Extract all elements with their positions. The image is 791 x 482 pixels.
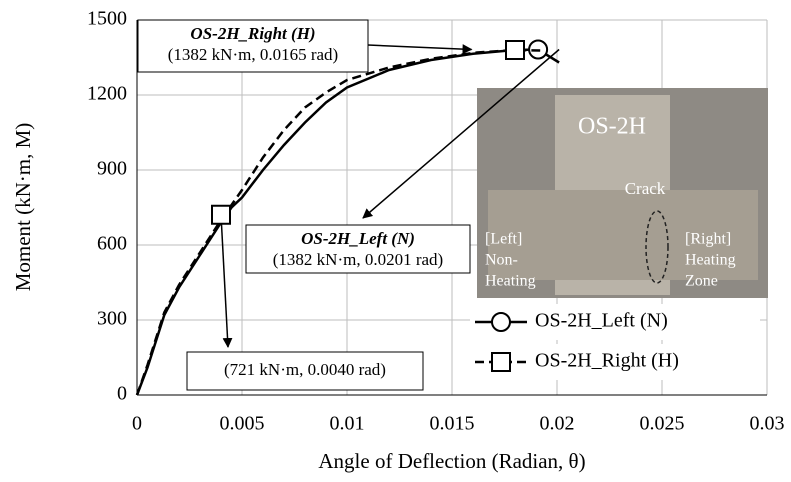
y-tick-label: 900 xyxy=(97,158,127,180)
annotation-title: OS-2H_Right (H) xyxy=(190,24,315,43)
photo-title: OS-2H xyxy=(578,114,646,140)
annotation-text: (1382 kN·m, 0.0201 rad) xyxy=(273,250,443,269)
y-tick-label: 1500 xyxy=(87,8,127,30)
y-tick-label: 1200 xyxy=(87,83,127,105)
photo-left-label: [Left] xyxy=(485,231,522,248)
photo-right-label: Heating xyxy=(685,252,736,269)
annotation-box xyxy=(245,224,471,274)
legend-label: OS-2H_Left (N) xyxy=(535,310,668,332)
annotation-box xyxy=(186,351,424,391)
annotation-box xyxy=(137,19,369,73)
y-tick-label: 600 xyxy=(97,233,127,255)
x-tick-label: 0.03 xyxy=(750,413,785,435)
photo-crack-label: Crack xyxy=(625,179,666,198)
annotation-arrow xyxy=(362,48,560,219)
y-tick-label: 300 xyxy=(97,308,127,330)
marker xyxy=(211,204,231,225)
x-tick-label: 0.025 xyxy=(640,413,685,435)
photo-right-label: [Right] xyxy=(685,231,731,248)
x-tick-label: 0.01 xyxy=(330,413,365,435)
x-tick-label: 0.005 xyxy=(220,413,265,435)
y-tick-label: 0 xyxy=(117,383,127,405)
marker xyxy=(491,352,511,372)
marker xyxy=(505,40,525,60)
annotation-text: (721 kN·m, 0.0040 rad) xyxy=(224,360,386,379)
y-axis-label: Moment (kN·m, M) xyxy=(11,123,35,292)
x-tick-label: 0.015 xyxy=(430,413,475,435)
photo-left-label: Non- xyxy=(485,252,518,269)
legend-label: OS-2H_Right (H) xyxy=(535,350,679,372)
x-tick-label: 0.02 xyxy=(540,413,575,435)
marker xyxy=(491,312,511,332)
annotation-arrow xyxy=(367,44,473,55)
photo-beam xyxy=(488,190,758,280)
photo-left-label: Heating xyxy=(485,273,536,290)
annotation-text: (1382 kN·m, 0.0165 rad) xyxy=(168,45,338,64)
photo-right-label: Zone xyxy=(685,273,718,290)
crack-outline xyxy=(645,210,669,284)
annotation-title: OS-2H_Left (N) xyxy=(301,229,415,248)
annotation-arrow xyxy=(220,214,233,348)
x-axis-label: Angle of Deflection (Radian, θ) xyxy=(318,449,585,473)
x-tick-label: 0 xyxy=(132,413,142,435)
